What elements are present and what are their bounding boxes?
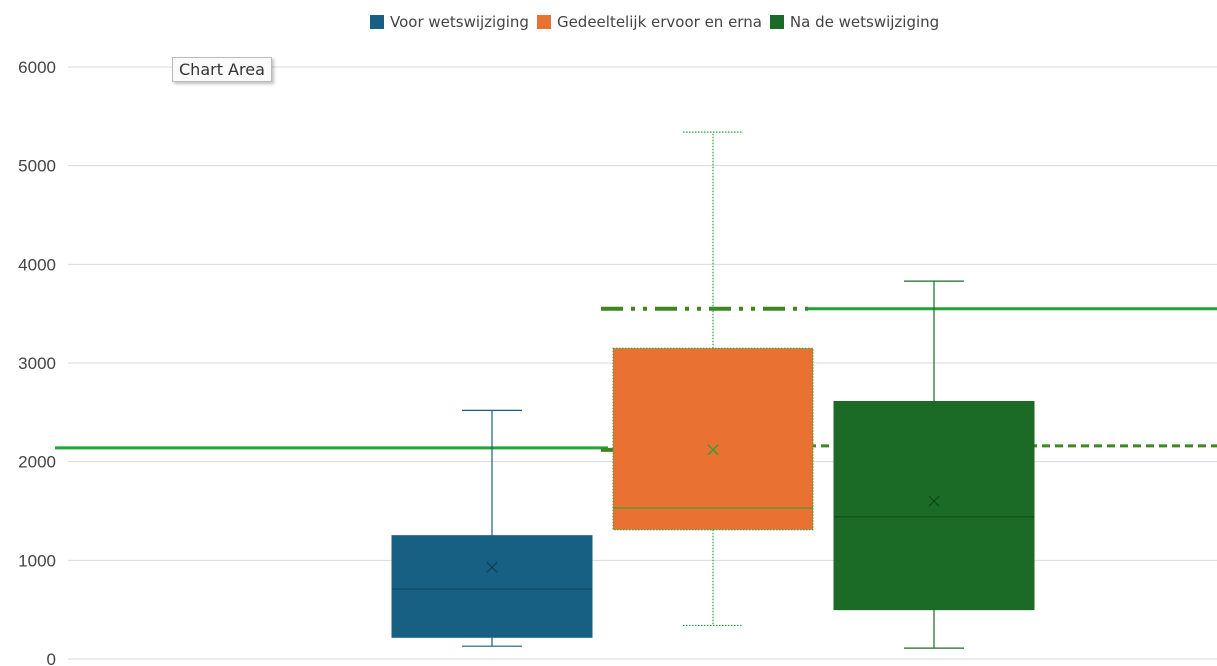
- legend-item: Gedeeltelijk ervoor en erna: [536, 13, 762, 31]
- y-tick-label: 4000: [18, 255, 56, 274]
- mean-marker: [486, 561, 498, 573]
- box-2: [612, 131, 814, 627]
- mean-marker: [928, 495, 940, 507]
- box-1: [391, 409, 593, 647]
- legend-swatch: [370, 15, 384, 29]
- box-body: [391, 535, 593, 638]
- y-tick-label: 2000: [18, 453, 56, 472]
- y-tick-label: 5000: [18, 157, 56, 176]
- y-tick-label: 0: [47, 650, 56, 666]
- legend: Voor wetswijziging Gedeeltelijk ervoor en…: [370, 13, 947, 31]
- mean-marker: [928, 495, 940, 507]
- mean-marker: [486, 561, 498, 573]
- legend-swatch: [769, 15, 784, 29]
- mean-marker: [707, 444, 719, 456]
- legend-label: Gedeeltelijk ervoor en erna: [556, 13, 762, 31]
- legend-label: Voor wetswijziging: [390, 13, 529, 31]
- legend-swatch: [536, 15, 551, 29]
- boxes: [391, 131, 1035, 649]
- box-3: [833, 280, 1035, 649]
- legend-item: Voor wetswijziging: [370, 13, 529, 31]
- box-body: [612, 347, 814, 531]
- y-tick-label: 3000: [18, 354, 56, 373]
- y-tick-label: 1000: [18, 551, 56, 570]
- box-body: [833, 400, 1035, 611]
- y-axis-ticks: 0 1000 2000 3000 4000 5000 6000: [18, 58, 56, 666]
- chart-area-tooltip: Chart Area: [172, 57, 272, 82]
- y-tick-label: 6000: [18, 58, 56, 77]
- legend-label: Na de wetswijziging: [789, 13, 940, 31]
- legend-item: Na de wetswijziging: [769, 13, 940, 31]
